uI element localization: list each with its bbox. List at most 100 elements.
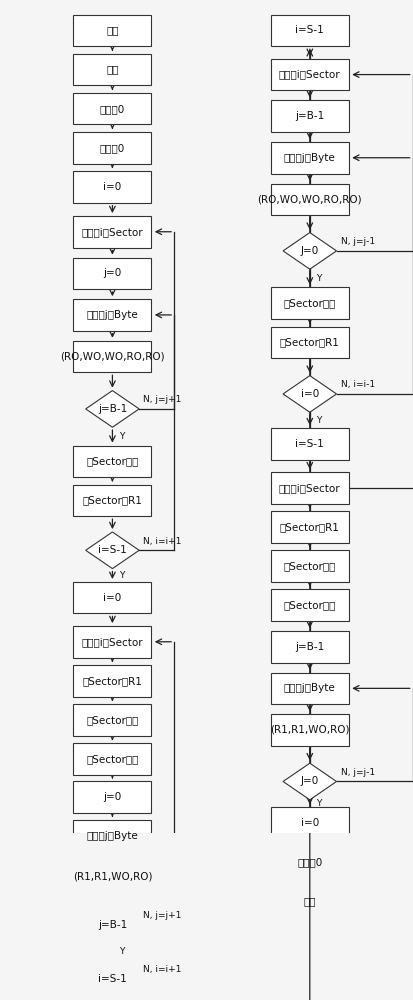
FancyBboxPatch shape	[73, 258, 151, 289]
Text: j=B-1: j=B-1	[294, 642, 324, 652]
FancyBboxPatch shape	[73, 446, 151, 477]
Text: N, j=j+1: N, j=j+1	[143, 911, 181, 920]
Text: i=S-1: i=S-1	[98, 974, 126, 984]
FancyBboxPatch shape	[270, 15, 348, 46]
Polygon shape	[85, 391, 139, 427]
Text: 该Sector擦除: 该Sector擦除	[283, 298, 335, 308]
Text: 选择第j个Byte: 选择第j个Byte	[283, 683, 335, 693]
Text: i=0: i=0	[103, 182, 121, 192]
Text: j=B-1: j=B-1	[97, 920, 127, 930]
FancyBboxPatch shape	[73, 299, 151, 331]
Text: 选择第j个Byte: 选择第j个Byte	[283, 153, 335, 163]
Text: J=0: J=0	[300, 776, 318, 786]
Text: Y: Y	[315, 799, 320, 808]
FancyBboxPatch shape	[270, 714, 348, 746]
Text: N, j=j-1: N, j=j-1	[340, 237, 374, 246]
FancyBboxPatch shape	[270, 184, 348, 215]
Text: Y: Y	[315, 416, 320, 425]
FancyBboxPatch shape	[73, 341, 151, 372]
FancyBboxPatch shape	[270, 631, 348, 663]
Text: Y: Y	[118, 432, 123, 441]
Polygon shape	[282, 233, 336, 269]
FancyBboxPatch shape	[73, 626, 151, 658]
Text: 擦除: 擦除	[106, 65, 119, 75]
Text: 选择第j个Byte: 选择第j个Byte	[86, 831, 138, 841]
Text: (R1,R1,WO,RO): (R1,R1,WO,RO)	[269, 725, 349, 735]
FancyBboxPatch shape	[73, 781, 151, 813]
Text: N, i=i+1: N, i=i+1	[143, 965, 181, 974]
Text: 选择第i个Sector: 选择第i个Sector	[278, 70, 340, 80]
FancyBboxPatch shape	[73, 171, 151, 203]
FancyBboxPatch shape	[270, 428, 348, 460]
Text: 全片读0: 全片读0	[297, 857, 322, 867]
Text: i=0: i=0	[300, 389, 318, 399]
Text: i=0: i=0	[103, 593, 121, 603]
FancyBboxPatch shape	[73, 93, 151, 124]
Text: N, j=j-1: N, j=j-1	[340, 768, 374, 777]
FancyBboxPatch shape	[270, 550, 348, 582]
FancyBboxPatch shape	[73, 665, 151, 697]
Text: 选择第i个Sector: 选择第i个Sector	[81, 227, 143, 237]
Text: (R1,R1,WO,RO): (R1,R1,WO,RO)	[73, 871, 152, 881]
Text: 该Sector擦除: 该Sector擦除	[86, 754, 138, 764]
Text: i=S-1: i=S-1	[295, 25, 323, 35]
FancyBboxPatch shape	[270, 100, 348, 132]
Text: j=B-1: j=B-1	[294, 111, 324, 121]
Text: 该Sector全R1: 该Sector全R1	[82, 495, 142, 505]
Text: 该Sector擦除: 该Sector擦除	[86, 456, 138, 466]
Text: 该Sector擦除: 该Sector擦除	[283, 561, 335, 571]
FancyBboxPatch shape	[270, 59, 348, 90]
FancyBboxPatch shape	[270, 885, 348, 917]
Text: 选择第i个Sector: 选择第i个Sector	[278, 483, 340, 493]
FancyBboxPatch shape	[270, 472, 348, 504]
Text: N, j=j+1: N, j=j+1	[143, 395, 181, 404]
Text: 开始: 开始	[106, 25, 119, 35]
Text: j=B-1: j=B-1	[97, 404, 127, 414]
FancyBboxPatch shape	[73, 820, 151, 851]
Text: 选择第j个Byte: 选择第j个Byte	[86, 310, 138, 320]
Text: 该Sector擦除: 该Sector擦除	[283, 600, 335, 610]
Text: J=0: J=0	[300, 246, 318, 256]
FancyBboxPatch shape	[73, 216, 151, 248]
Text: Y: Y	[315, 274, 320, 283]
FancyBboxPatch shape	[270, 287, 348, 319]
FancyBboxPatch shape	[270, 846, 348, 878]
FancyBboxPatch shape	[73, 485, 151, 516]
Text: 该Sector擦除: 该Sector擦除	[86, 715, 138, 725]
FancyBboxPatch shape	[73, 861, 151, 892]
Text: 该Sector全R1: 该Sector全R1	[279, 337, 339, 347]
Polygon shape	[282, 763, 336, 800]
FancyBboxPatch shape	[270, 673, 348, 704]
Text: 全片读0: 全片读0	[100, 143, 125, 153]
Text: j=0: j=0	[103, 792, 121, 802]
FancyBboxPatch shape	[73, 15, 151, 46]
Text: 全片写0: 全片写0	[100, 104, 125, 114]
Text: Y: Y	[118, 571, 123, 580]
Text: 该Sector全R1: 该Sector全R1	[279, 522, 339, 532]
FancyBboxPatch shape	[270, 327, 348, 358]
Text: 选择第i个Sector: 选择第i个Sector	[81, 637, 143, 647]
Text: i=0: i=0	[300, 818, 318, 828]
Text: 结束: 结束	[303, 896, 315, 906]
Text: (RO,WO,WO,RO,RO): (RO,WO,WO,RO,RO)	[257, 194, 361, 204]
Text: j=0: j=0	[103, 268, 121, 278]
Text: i=S-1: i=S-1	[295, 439, 323, 449]
Text: N, i=i+1: N, i=i+1	[143, 537, 181, 546]
Polygon shape	[85, 960, 139, 997]
FancyBboxPatch shape	[73, 704, 151, 736]
FancyBboxPatch shape	[270, 142, 348, 174]
FancyBboxPatch shape	[73, 743, 151, 775]
FancyBboxPatch shape	[73, 132, 151, 164]
Polygon shape	[282, 376, 336, 412]
Text: Y: Y	[118, 947, 123, 956]
Polygon shape	[85, 532, 139, 569]
FancyBboxPatch shape	[73, 54, 151, 85]
Text: 该Sector全R1: 该Sector全R1	[82, 676, 142, 686]
FancyBboxPatch shape	[73, 582, 151, 613]
FancyBboxPatch shape	[270, 511, 348, 543]
Polygon shape	[85, 906, 139, 943]
Text: (RO,WO,WO,RO,RO): (RO,WO,WO,RO,RO)	[60, 352, 164, 362]
Text: i=S-1: i=S-1	[98, 545, 126, 555]
Text: N, i=i-1: N, i=i-1	[340, 380, 374, 389]
FancyBboxPatch shape	[270, 589, 348, 621]
